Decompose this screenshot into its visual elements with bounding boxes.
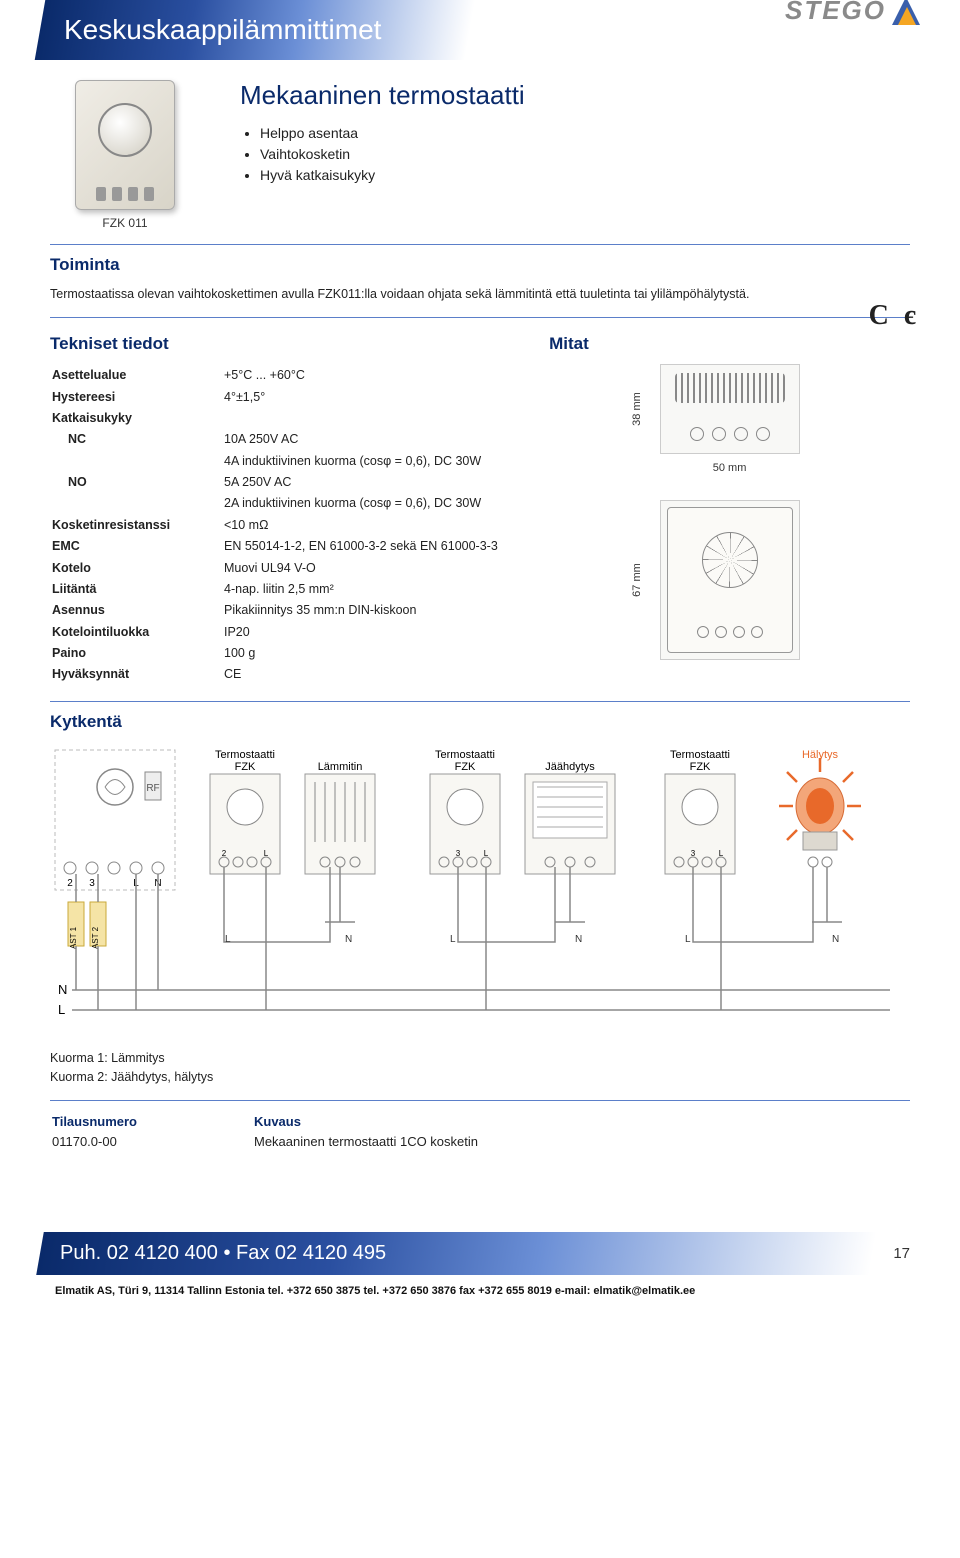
order-table: Tilausnumero Kuvaus 01170.0-00 Mekaanine… — [50, 1111, 910, 1152]
svg-text:FZK: FZK — [235, 761, 256, 773]
svg-text:N: N — [575, 934, 582, 945]
svg-text:RF: RF — [146, 783, 159, 794]
svg-text:N: N — [832, 934, 839, 945]
kuorma-line: Kuorma 1: Lämmitys — [50, 1049, 910, 1068]
order-heading: Kuvaus — [254, 1113, 908, 1131]
product-code: FZK 011 — [102, 216, 147, 230]
svg-text:L: L — [58, 1002, 65, 1017]
svg-text:2: 2 — [222, 849, 227, 858]
spec-table: Asettelualue+5°C ... +60°C Hystereesi4°±… — [50, 364, 519, 687]
feature-list: Helppo asentaa Vaihtokosketin Hyvä katka… — [260, 123, 910, 186]
svg-text:3: 3 — [89, 878, 95, 889]
section-heading-kytkenta: Kytkentä — [50, 712, 910, 732]
dim-label: 38 mm — [630, 392, 642, 426]
logo-text: STEGO — [785, 0, 886, 26]
page-number: 17 — [873, 1245, 910, 1262]
toiminta-text: Termostaatissa olevan vaihtokoskettimen … — [50, 285, 910, 303]
spec-label: NC — [52, 430, 222, 449]
wiring-svg: RF AST 1 AST 2 2 3 L N N L Termostaatti … — [50, 742, 910, 1032]
kuorma-notes: Kuorma 1: Lämmitys Kuorma 2: Jäähdytys, … — [50, 1049, 910, 1087]
svg-text:AST 1: AST 1 — [69, 926, 78, 949]
spec-label: Hyväksynnät — [52, 665, 222, 684]
svg-text:FZK: FZK — [690, 761, 711, 773]
order-number: 01170.0-00 — [52, 1133, 252, 1150]
spec-value: CE — [224, 665, 517, 684]
spec-value: 4-nap. liitin 2,5 mm² — [224, 580, 517, 599]
spec-label: Asennus — [52, 601, 222, 620]
feature-item: Hyvä katkaisukyky — [260, 165, 910, 186]
svg-text:L: L — [484, 849, 489, 858]
spec-value: Muovi UL94 V-O — [224, 559, 517, 578]
wiring-diagram: RF AST 1 AST 2 2 3 L N N L Termostaatti … — [50, 742, 910, 1035]
svg-text:Termostaatti: Termostaatti — [215, 749, 275, 761]
svg-text:Termostaatti: Termostaatti — [670, 749, 730, 761]
spec-value: +5°C ... +60°C — [224, 366, 517, 385]
page-title-banner: Keskuskaappilämmittimet — [35, 0, 476, 60]
dial-icon — [98, 103, 152, 157]
spec-label: Kotelo — [52, 559, 222, 578]
svg-text:3: 3 — [691, 849, 696, 858]
thermostat-illustration — [75, 80, 175, 210]
spec-label: EMC — [52, 537, 222, 556]
product-title: Mekaaninen termostaatti — [240, 80, 910, 111]
dimension-diagrams: 38 mm 50 mm 67 mm — [549, 364, 910, 660]
logo-triangle-icon — [892, 0, 920, 25]
section-heading-toiminta: Toiminta — [50, 255, 910, 275]
feature-item: Vaihtokosketin — [260, 144, 910, 165]
spec-label: Kosketinresistanssi — [52, 516, 222, 535]
spec-value — [224, 409, 517, 428]
diagram-front-view — [660, 500, 800, 660]
svg-text:L: L — [450, 934, 456, 945]
spec-label: Katkaisukyky — [52, 409, 222, 428]
dial-icon — [702, 532, 758, 588]
product-image: FZK 011 — [50, 80, 200, 230]
svg-text:N: N — [58, 982, 67, 997]
footer-contact: Elmatik AS, Türi 9, 11314 Tallinn Estoni… — [50, 1285, 910, 1297]
svg-text:L: L — [225, 934, 231, 945]
section-heading-tekniset: Tekniset tiedot — [50, 334, 519, 354]
ce-mark-icon: C є — [869, 300, 920, 332]
footer-banner: Puh. 02 4120 400 • Fax 02 4120 495 — [36, 1232, 877, 1275]
dim-label: 67 mm — [630, 563, 642, 597]
spec-value: 100 g — [224, 644, 517, 663]
spec-value: 10A 250V AC — [224, 430, 517, 449]
svg-text:L: L — [719, 849, 724, 858]
brand-logo: STEGO — [785, 0, 920, 26]
footer-phone: Puh. 02 4120 400 • Fax 02 4120 495 — [60, 1242, 386, 1265]
svg-text:L: L — [264, 849, 269, 858]
page-title: Keskuskaappilämmittimet — [64, 14, 381, 46]
svg-text:N: N — [345, 934, 352, 945]
vent-lines-icon — [675, 373, 785, 403]
spec-value: 2A induktiivinen kuorma (cosφ = 0,6), DC… — [224, 494, 517, 513]
svg-text:AST 2: AST 2 — [91, 926, 100, 949]
diagram-top-view — [660, 364, 800, 454]
svg-text:L: L — [685, 934, 691, 945]
section-heading-mitat: Mitat — [549, 334, 910, 354]
kuorma-line: Kuorma 2: Jäähdytys, hälytys — [50, 1068, 910, 1087]
svg-text:Termostaatti: Termostaatti — [435, 749, 495, 761]
spec-label: Paino — [52, 644, 222, 663]
spec-label: NO — [52, 473, 222, 492]
spec-label: Hystereesi — [52, 388, 222, 407]
spec-value: Pikakiinnitys 35 mm:n DIN-kiskoon — [224, 601, 517, 620]
svg-text:2: 2 — [67, 878, 73, 889]
spec-label: Asettelualue — [52, 366, 222, 385]
spec-value: EN 55014-1-2, EN 61000-3-2 sekä EN 61000… — [224, 537, 517, 556]
order-heading: Tilausnumero — [52, 1113, 252, 1131]
spec-value: IP20 — [224, 623, 517, 642]
spec-value: <10 mΩ — [224, 516, 517, 535]
svg-text:Jäähdytys: Jäähdytys — [545, 761, 595, 773]
svg-text:3: 3 — [456, 849, 461, 858]
spec-value: 4A induktiivinen kuorma (cosφ = 0,6), DC… — [224, 452, 517, 471]
spec-label: Kotelointiluokka — [52, 623, 222, 642]
order-desc: Mekaaninen termostaatti 1CO kosketin — [254, 1133, 908, 1150]
spec-label: Liitäntä — [52, 580, 222, 599]
spec-value: 5A 250V AC — [224, 473, 517, 492]
spec-value: 4°±1,5° — [224, 388, 517, 407]
feature-item: Helppo asentaa — [260, 123, 910, 144]
svg-text:Lämmitin: Lämmitin — [318, 761, 363, 773]
dim-label: 50 mm — [713, 462, 747, 474]
svg-text:FZK: FZK — [455, 761, 476, 773]
